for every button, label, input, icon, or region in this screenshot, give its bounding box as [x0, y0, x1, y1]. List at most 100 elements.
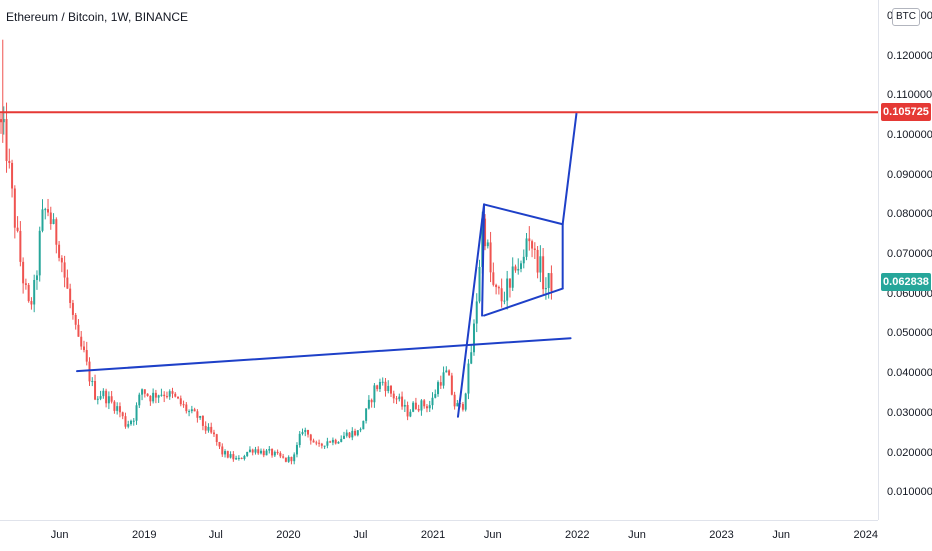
candle-body: [5, 118, 8, 161]
candle-body: [80, 336, 83, 347]
chart-plot-area[interactable]: Ethereum / Bitcoin, 1W, BINANCE: [0, 0, 878, 520]
candle-body: [35, 275, 38, 280]
candle-body: [356, 430, 359, 436]
candle-body: [204, 425, 207, 431]
candle-body: [528, 238, 531, 242]
currency-chip[interactable]: BTC: [892, 8, 920, 26]
candle-body: [511, 266, 514, 288]
symbol-title[interactable]: Ethereum / Bitcoin, 1W, BINANCE: [6, 10, 189, 24]
candle-body: [188, 411, 191, 413]
candle-body: [453, 394, 456, 407]
candle-body: [536, 249, 539, 273]
candle-body: [359, 429, 362, 431]
candle-body: [437, 382, 440, 395]
candle-body: [461, 404, 464, 410]
flag-bottom: [483, 287, 564, 317]
candle-body: [326, 441, 329, 446]
candle-body: [445, 370, 448, 373]
candle-body: [293, 454, 296, 462]
candle-body: [49, 212, 52, 224]
candle-body: [401, 396, 404, 407]
candle-body: [550, 273, 553, 292]
candle-body: [138, 394, 141, 406]
candle-body: [58, 244, 61, 258]
candle-body: [539, 256, 542, 273]
candlestick-chart[interactable]: [0, 0, 878, 520]
candle-body: [495, 284, 498, 288]
x-tick-label: Jul: [353, 529, 368, 541]
candle-body: [273, 451, 276, 456]
candle-body: [193, 409, 196, 412]
time-axis[interactable]: Jun 2019 Jul 2020 Jul 2021 Jun 2022 Jun 2023 Jun 20…: [0, 520, 878, 551]
candle-body: [456, 403, 459, 407]
x-tick-label: Jun: [628, 529, 646, 541]
candle-body: [257, 449, 260, 454]
candle-body: [276, 451, 279, 454]
candle-body: [55, 219, 58, 245]
candle-body: [163, 394, 166, 397]
candle-body: [284, 457, 287, 462]
x-tick-label: 2019: [131, 529, 157, 541]
candle-body: [143, 389, 146, 394]
candle-body: [412, 402, 415, 412]
flagpole-up: [456, 203, 486, 418]
y-tick-label: 0.080000: [887, 208, 932, 221]
candle-body: [190, 409, 193, 412]
candle-body: [99, 396, 102, 399]
candle-body: [312, 440, 315, 443]
candle-body: [439, 382, 442, 386]
candle-body: [33, 279, 36, 305]
candle-body: [431, 397, 434, 406]
candle-body: [522, 256, 525, 264]
candle-body: [290, 456, 293, 462]
candle-body: [121, 412, 124, 417]
candle-body: [318, 442, 321, 444]
y-tick-label: 0.030000: [887, 406, 932, 419]
y-tick-label: 0.100000: [887, 128, 932, 141]
candle-body: [265, 450, 268, 456]
candle-body: [342, 435, 345, 439]
candle-body: [251, 449, 254, 453]
candle-body: [373, 385, 376, 403]
candle-body: [237, 457, 240, 459]
candle-body: [152, 392, 155, 402]
candle-body: [320, 443, 323, 446]
candle-body: [448, 370, 451, 376]
candle-body: [392, 393, 395, 399]
candle-body: [179, 398, 182, 405]
candle-body: [331, 439, 334, 443]
price-axis[interactable]: 0.010000 0.020000 0.030000 0.040000 0.050000…: [878, 0, 932, 520]
x-tick-label: 2022: [565, 529, 590, 541]
candle-body: [212, 432, 215, 435]
candle-body: [481, 218, 484, 267]
candle-body: [196, 411, 199, 418]
candle-body: [381, 381, 384, 383]
candle-body: [345, 432, 348, 436]
candle-body: [260, 450, 263, 454]
candle-body: [282, 456, 285, 458]
candle-body: [450, 375, 453, 395]
candle-body: [168, 391, 171, 397]
y-tick-label: 0.020000: [887, 446, 932, 459]
candle-body: [149, 395, 152, 402]
candle-body: [378, 381, 381, 390]
candle-body: [177, 396, 180, 399]
candle-body: [102, 390, 105, 397]
y-tick-label: 0.050000: [887, 327, 932, 340]
candle-body: [66, 277, 69, 289]
candle-body: [514, 266, 517, 271]
candle-body: [135, 405, 138, 421]
candle-body: [44, 209, 47, 211]
candle-body: [472, 323, 475, 353]
candle-body: [116, 406, 119, 411]
candle-body: [351, 430, 354, 438]
candle-body: [246, 451, 249, 456]
candle-body: [470, 352, 473, 364]
candle-body: [262, 450, 265, 456]
candle-body: [533, 248, 536, 250]
flag-top: [483, 203, 564, 226]
candle-body: [467, 363, 470, 394]
candle-body: [52, 219, 55, 224]
target-leg: [561, 113, 578, 289]
trendline: [76, 337, 572, 373]
